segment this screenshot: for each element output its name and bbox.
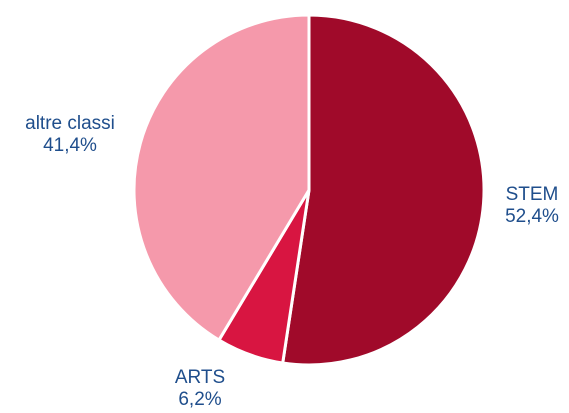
- slice-label-stem: STEM 52,4%: [492, 184, 569, 228]
- pie-slice-altre-classi: [132, 13, 311, 342]
- slice-value-arts: 6,2%: [178, 389, 222, 410]
- slice-value-altre-classi: 41,4%: [43, 135, 97, 156]
- slice-label-arts: ARTS 6,2%: [160, 367, 240, 411]
- pie-slices: [132, 13, 486, 367]
- slice-name-arts: ARTS: [174, 367, 226, 388]
- slice-label-altre-classi: altre classi 41,4%: [0, 113, 140, 157]
- slice-value-stem: 52,4%: [505, 206, 559, 227]
- slice-name-stem: STEM: [505, 184, 559, 205]
- pie-slice-stem: [281, 13, 486, 367]
- slice-name-altre-classi: altre classi: [25, 113, 115, 134]
